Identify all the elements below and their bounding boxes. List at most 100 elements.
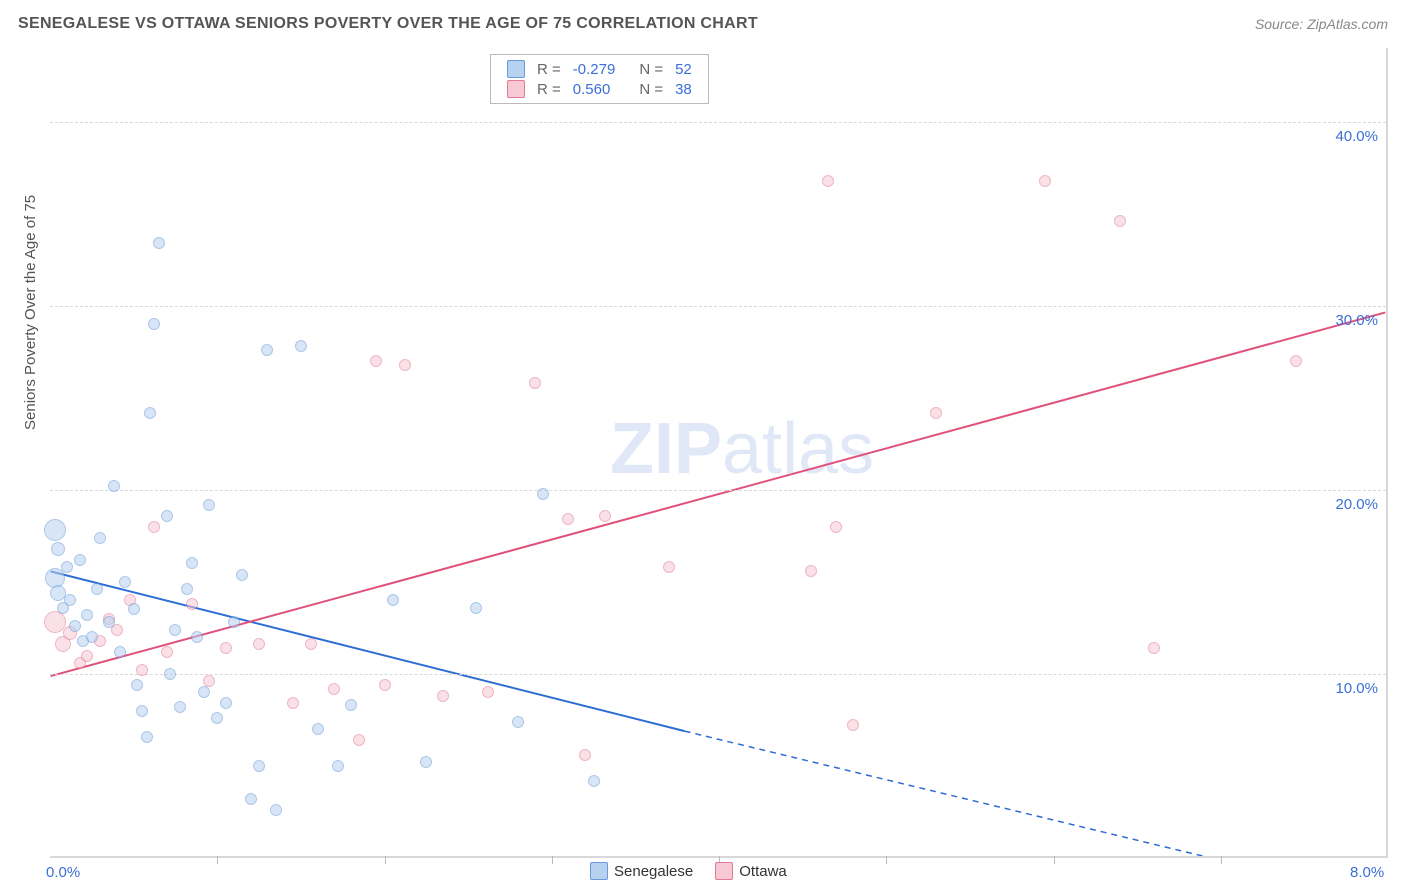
swatch-ottawa — [507, 80, 525, 98]
senegalese-point — [537, 488, 549, 500]
swatch-ottawa — [715, 862, 733, 880]
senegalese-point — [228, 616, 240, 628]
senegalese-point — [198, 686, 210, 698]
watermark-zip: ZIP — [610, 409, 722, 489]
senegalese-point — [108, 480, 120, 492]
ottawa-point — [1114, 215, 1126, 227]
x-tick — [1221, 856, 1222, 864]
ottawa-point — [1148, 642, 1160, 654]
y-tick-label: 10.0% — [1335, 680, 1378, 697]
senegalese-point — [136, 705, 148, 717]
senegalese-point — [295, 340, 307, 352]
ottawa-point — [186, 598, 198, 610]
senegalese-point — [74, 554, 86, 566]
ottawa-point — [1290, 355, 1302, 367]
senegalese-point — [61, 561, 73, 573]
senegalese-point — [470, 602, 482, 614]
ottawa-point — [663, 561, 675, 573]
ottawa-point — [847, 719, 859, 731]
senegalese-point — [86, 631, 98, 643]
senegalese-point — [211, 712, 223, 724]
senegalese-point — [51, 542, 65, 556]
senegalese-point — [220, 697, 232, 709]
senegalese-point — [81, 609, 93, 621]
plot-area: ZIPatlas R =-0.279 N =52R =0.560N =38 10.… — [50, 48, 1388, 858]
gridline-h — [50, 674, 1386, 675]
senegalese-point — [161, 510, 173, 522]
senegalese-point — [270, 804, 282, 816]
senegalese-point — [169, 624, 181, 636]
ottawa-point — [399, 359, 411, 371]
senegalese-point — [91, 583, 103, 595]
ottawa-point — [805, 565, 817, 577]
senegalese-point — [236, 569, 248, 581]
x-tick — [552, 856, 553, 864]
ottawa-point — [562, 513, 574, 525]
gridline-h — [50, 122, 1386, 123]
ottawa-point — [328, 683, 340, 695]
ottawa-point — [81, 650, 93, 662]
senegalese-point — [144, 407, 156, 419]
senegalese-point — [94, 532, 106, 544]
y-axis-label: Seniors Poverty Over the Age of 75 — [22, 195, 39, 430]
r-label: R = — [531, 79, 567, 99]
ottawa-point — [253, 638, 265, 650]
ottawa-point — [370, 355, 382, 367]
x-tick — [385, 856, 386, 864]
senegalese-point — [131, 679, 143, 691]
y-tick-label: 40.0% — [1335, 128, 1378, 145]
ottawa-point — [379, 679, 391, 691]
n-value: 52 — [669, 59, 698, 79]
trend-lines — [50, 48, 1386, 856]
legend-row-ottawa: R =0.560N =38 — [501, 79, 698, 99]
chart-container: SENEGALESE VS OTTAWA SENIORS POVERTY OVE… — [0, 0, 1406, 892]
x-tick-label: 8.0% — [1350, 864, 1384, 881]
ottawa-point — [305, 638, 317, 650]
ottawa-point — [482, 686, 494, 698]
senegalese-point — [512, 716, 524, 728]
senegalese-point — [119, 576, 131, 588]
senegalese-point — [164, 668, 176, 680]
ottawa-point — [599, 510, 611, 522]
x-tick — [1054, 856, 1055, 864]
senegalese-point — [148, 318, 160, 330]
ottawa-point — [437, 690, 449, 702]
watermark-atlas: atlas — [722, 409, 874, 489]
swatch-senegalese — [590, 862, 608, 880]
y-tick-label: 30.0% — [1335, 312, 1378, 329]
senegalese-point — [153, 237, 165, 249]
y-tick-label: 20.0% — [1335, 496, 1378, 513]
ottawa-point — [220, 642, 232, 654]
ottawa-point — [161, 646, 173, 658]
ottawa-point — [830, 521, 842, 533]
legend-label: Senegalese — [614, 863, 693, 880]
legend-label: Ottawa — [739, 863, 787, 880]
ottawa-point — [930, 407, 942, 419]
senegalese-point — [181, 583, 193, 595]
gridline-h — [50, 306, 1386, 307]
senegalese-point — [261, 344, 273, 356]
x-tick-label: 0.0% — [46, 864, 80, 881]
swatch-senegalese — [507, 60, 525, 78]
senegalese-point — [588, 775, 600, 787]
gridline-h — [50, 490, 1386, 491]
senegalese-point — [312, 723, 324, 735]
n-label: N = — [633, 59, 669, 79]
legend-table: R =-0.279 N =52R =0.560N =38 — [501, 59, 698, 99]
source-label: Source: ZipAtlas.com — [1255, 16, 1388, 32]
senegalese-point — [191, 631, 203, 643]
senegalese-point — [44, 519, 66, 541]
ottawa-point — [353, 734, 365, 746]
r-value: -0.279 — [567, 59, 622, 79]
ottawa-point — [529, 377, 541, 389]
senegalese-point — [245, 793, 257, 805]
senegalese-point — [114, 646, 126, 658]
senegalese-point — [69, 620, 81, 632]
senegalese-point — [103, 616, 115, 628]
senegalese-point — [332, 760, 344, 772]
senegalese-point — [253, 760, 265, 772]
senegalese-point — [203, 499, 215, 511]
ottawa-point — [287, 697, 299, 709]
legend-item-senegalese: Senegalese — [590, 862, 693, 880]
watermark: ZIPatlas — [610, 408, 874, 490]
